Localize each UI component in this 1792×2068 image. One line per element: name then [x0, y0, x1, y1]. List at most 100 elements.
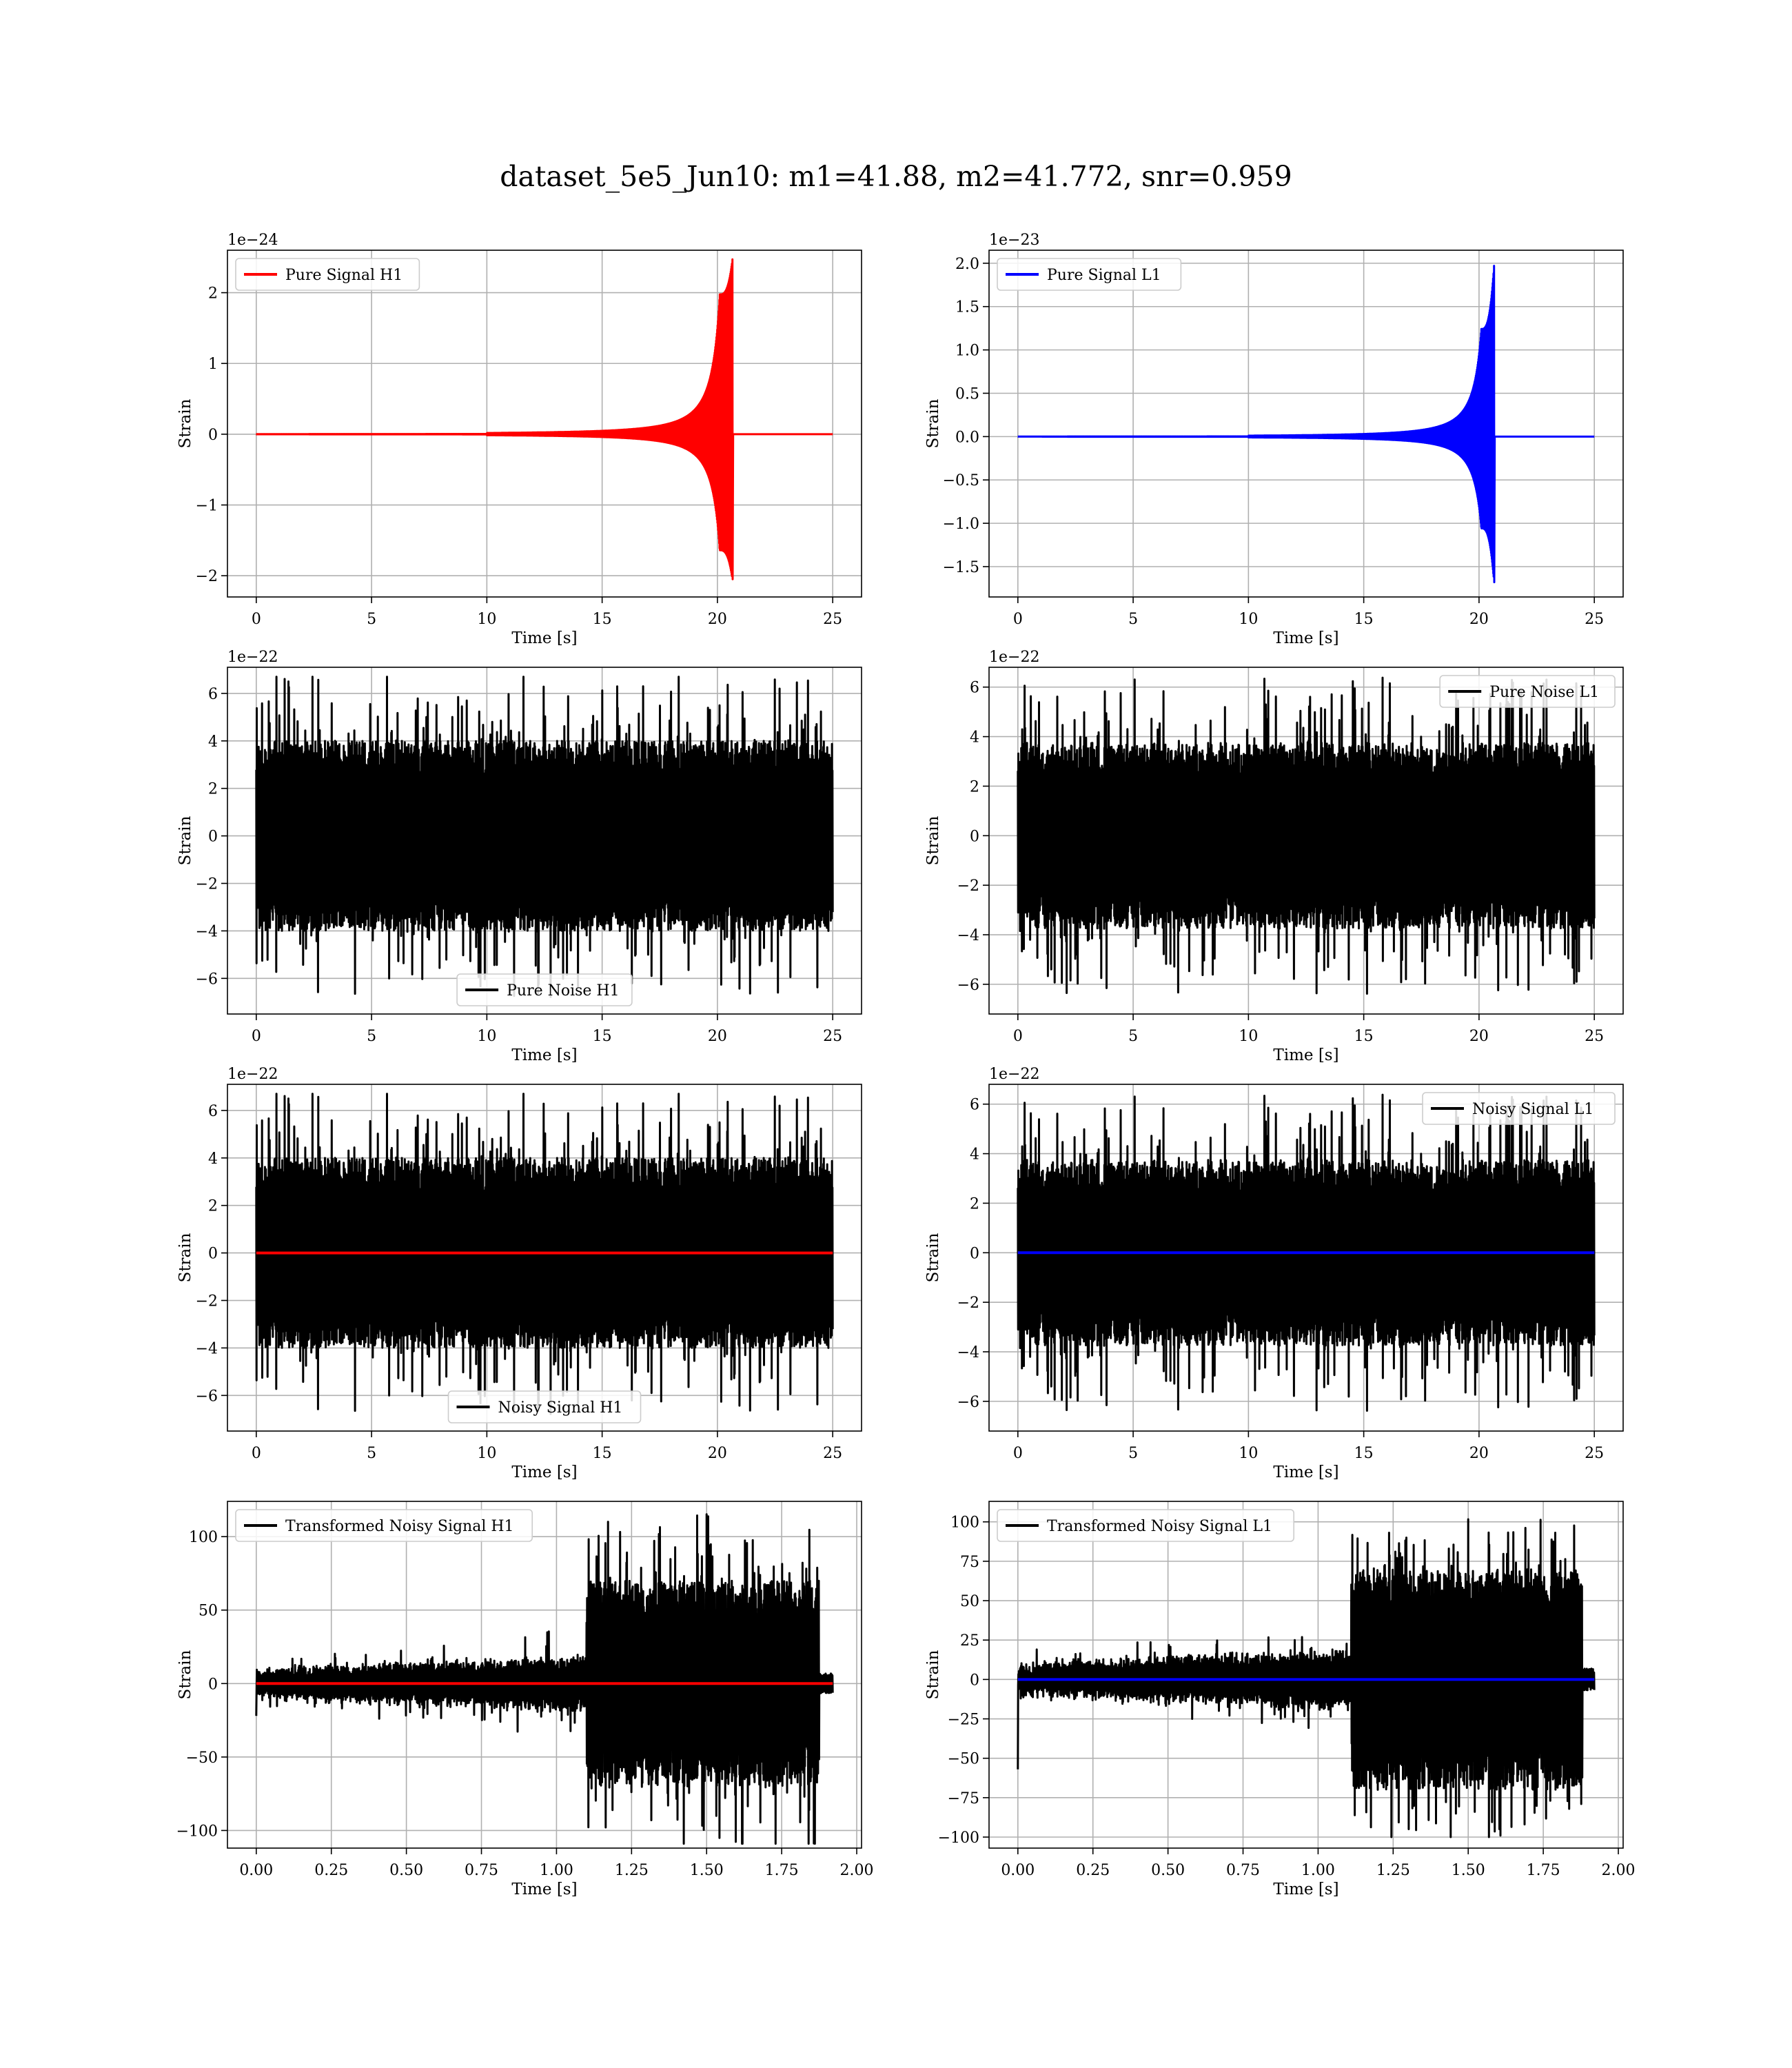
- legend: Pure Signal H1: [235, 258, 420, 291]
- series-line-pure-signal-h1: [255, 258, 833, 580]
- y-tick-label: 75: [960, 1554, 979, 1571]
- y-tick-label: 100: [189, 1529, 218, 1546]
- y-tick-label: −50: [186, 1750, 218, 1767]
- x-tick-label: 25: [1585, 1445, 1604, 1462]
- y-axis-label: Strain: [924, 398, 942, 448]
- x-tick-label: 1.75: [1527, 1862, 1560, 1879]
- legend: Pure Noise H1: [456, 973, 633, 1006]
- figure-title: dataset_5e5_Jun10: m1=41.88, m2=41.772, …: [500, 160, 1292, 193]
- y-tick-label: −6: [196, 971, 218, 988]
- y-tick-label: 0.0: [955, 429, 979, 446]
- legend-label: Pure Noise L1: [1489, 684, 1599, 701]
- y-tick-label: −6: [196, 1388, 218, 1405]
- x-tick-label: 15: [1354, 1028, 1374, 1045]
- legend-box: [1422, 1092, 1616, 1125]
- legend-label: Pure Noise H1: [507, 982, 620, 1000]
- subplot-p1: 0 5 10 15 20 25 −1.5 −1.0 −0.5 0.0 0.5 1.0 1.5 2.0 Tim…: [924, 232, 1624, 647]
- x-tick-label: 1.25: [1376, 1862, 1410, 1879]
- x-tick-label: 10: [477, 611, 496, 628]
- y-tick-label: 1: [208, 356, 218, 373]
- x-tick-label: 0.75: [465, 1862, 498, 1879]
- y-tick-label: 2: [970, 1195, 979, 1213]
- y-tick-label: −4: [196, 1340, 218, 1357]
- x-tick-label: 0.00: [1001, 1862, 1035, 1879]
- legend-box: [235, 1509, 533, 1542]
- x-tick-label: 1.50: [690, 1862, 724, 1879]
- y-axis-label: Strain: [924, 1650, 942, 1699]
- series-line-noisy-signal-h1: [255, 1093, 834, 1415]
- x-tick-label: 25: [823, 1028, 842, 1045]
- x-tick-label: 10: [1239, 1445, 1258, 1462]
- x-tick-label: 15: [1354, 1445, 1374, 1462]
- x-axis-label: Time [s]: [1273, 1463, 1338, 1481]
- x-axis-label: Time [s]: [1273, 1046, 1338, 1064]
- x-tick-label: 0: [1013, 1028, 1023, 1045]
- offset-text: 1e−24: [227, 232, 278, 249]
- y-tick-label: 6: [208, 686, 218, 703]
- x-tick-label: 0.00: [239, 1862, 273, 1879]
- x-tick-label: 20: [1469, 1445, 1489, 1462]
- y-axis-label: Strain: [176, 1650, 194, 1699]
- x-tick-label: 2.00: [1602, 1862, 1636, 1879]
- y-tick-label: −2: [957, 1295, 979, 1312]
- x-tick-label: 5: [1128, 1028, 1138, 1045]
- x-tick-label: 0.50: [389, 1862, 423, 1879]
- y-tick-label: −2: [196, 1293, 218, 1310]
- x-axis-label: Time [s]: [511, 1463, 577, 1481]
- x-tick-label: 15: [593, 611, 612, 628]
- axes-frame: [988, 250, 1624, 598]
- x-tick-label: 25: [1585, 1028, 1604, 1045]
- y-tick-label: −2: [196, 876, 218, 893]
- x-tick-label: 2.00: [840, 1862, 874, 1879]
- y-axis-label: Strain: [924, 1233, 942, 1282]
- x-tick-label: 5: [367, 1028, 376, 1045]
- legend-box: [997, 258, 1182, 291]
- subplot-p6: 0.00 0.25 0.50 0.75 1.00 1.25 1.50 1.75 2.00 −100…: [176, 1501, 874, 1898]
- x-axis-label: Time [s]: [1273, 629, 1338, 647]
- axes-frame: [227, 1084, 862, 1432]
- y-tick-label: −1: [196, 498, 218, 515]
- series-line-pure-noise-l1: [1017, 676, 1596, 995]
- axes-frame: [227, 667, 862, 1015]
- legend-box: [997, 1509, 1295, 1542]
- legend: Transformed Noisy Signal H1: [235, 1509, 533, 1542]
- axes-frame: [227, 250, 862, 598]
- x-tick-label: 1.25: [615, 1862, 649, 1879]
- y-tick-label: 50: [198, 1603, 218, 1620]
- y-tick-label: 4: [970, 1146, 979, 1164]
- subplot-p2: 0 5 10 15 20 25 −6 −4 −2 0 2 4 6 Time [s] Strain 1e−22 P…: [176, 649, 862, 1064]
- axes-frame: [227, 1501, 862, 1849]
- y-tick-label: −6: [957, 977, 979, 994]
- y-tick-label: 6: [970, 1097, 979, 1114]
- y-tick-label: 0: [208, 829, 218, 846]
- x-tick-label: 20: [1469, 611, 1489, 628]
- y-tick-label: 4: [208, 733, 218, 751]
- y-tick-label: −6: [957, 1394, 979, 1411]
- legend-label: Noisy Signal H1: [498, 1399, 623, 1417]
- x-tick-label: 20: [708, 611, 727, 628]
- y-tick-label: 0.5: [955, 385, 979, 403]
- x-tick-label: 0: [1013, 1445, 1023, 1462]
- y-tick-label: 4: [208, 1150, 218, 1168]
- x-tick-label: 5: [1128, 611, 1138, 628]
- x-tick-label: 0.50: [1151, 1862, 1185, 1879]
- y-tick-label: −100: [938, 1829, 979, 1847]
- subplot-p4: 0 5 10 15 20 25 −6 −4 −2 0 2 4 6 Time [s] Strain 1e−22 N…: [176, 1066, 862, 1481]
- y-tick-label: −75: [948, 1790, 979, 1807]
- y-tick-label: 0: [970, 1672, 979, 1689]
- x-tick-label: 10: [1239, 611, 1258, 628]
- offset-text: 1e−22: [989, 649, 1039, 666]
- legend: Pure Noise L1: [1439, 675, 1616, 708]
- x-tick-label: 10: [477, 1028, 496, 1045]
- x-tick-label: 1.50: [1452, 1862, 1485, 1879]
- x-tick-label: 0.75: [1226, 1862, 1260, 1879]
- y-axis-label: Strain: [176, 815, 194, 865]
- offset-text: 1e−22: [227, 649, 278, 666]
- y-tick-label: 0: [208, 1246, 218, 1263]
- axes-frame: [988, 1501, 1624, 1849]
- x-tick-label: 20: [708, 1028, 727, 1045]
- y-axis-label: Strain: [924, 815, 942, 865]
- y-tick-label: −4: [196, 923, 218, 940]
- y-tick-label: 2: [208, 1198, 218, 1215]
- x-tick-label: 20: [708, 1445, 727, 1462]
